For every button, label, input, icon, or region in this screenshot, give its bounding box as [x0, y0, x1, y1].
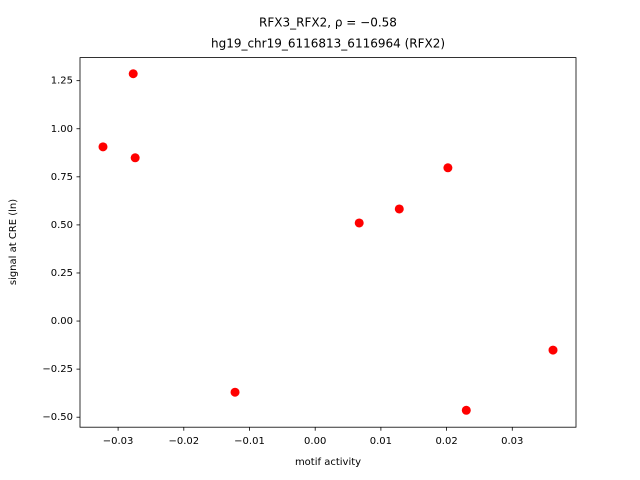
- y-tick-label: −0.50: [42, 412, 73, 423]
- chart-title: RFX3_RFX2, ρ = −0.58: [259, 16, 397, 30]
- point: [548, 345, 558, 355]
- point: [443, 163, 453, 173]
- y-tick-label: 1.00: [51, 124, 73, 135]
- x-tick-label: 0.02: [435, 436, 457, 447]
- y-axis-label: signal at CRE (ln): [8, 199, 19, 285]
- x-axis-label: motif activity: [295, 457, 361, 468]
- point: [354, 218, 364, 228]
- x-tick-label: 0.01: [370, 436, 392, 447]
- x-tick-label: 0.03: [501, 436, 523, 447]
- point: [128, 69, 138, 79]
- x-tick-label: −0.01: [234, 436, 265, 447]
- plot-frame: [79, 57, 577, 428]
- x-tick-label: 0.00: [304, 436, 326, 447]
- chart-subtitle: hg19_chr19_6116813_6116964 (RFX2): [211, 37, 445, 51]
- point: [130, 153, 140, 163]
- point: [230, 387, 240, 397]
- y-tick-label: 0.75: [51, 172, 73, 183]
- y-tick-label: 0.00: [51, 316, 73, 327]
- y-tick-label: 1.25: [51, 76, 73, 87]
- y-tick-label: 0.25: [51, 268, 73, 279]
- point: [461, 405, 471, 415]
- y-tick-label: 0.50: [51, 220, 73, 231]
- x-tick-label: −0.02: [168, 436, 199, 447]
- point: [98, 142, 108, 152]
- point: [394, 204, 404, 214]
- y-tick-label: −0.25: [42, 364, 73, 375]
- x-tick-label: −0.03: [103, 436, 134, 447]
